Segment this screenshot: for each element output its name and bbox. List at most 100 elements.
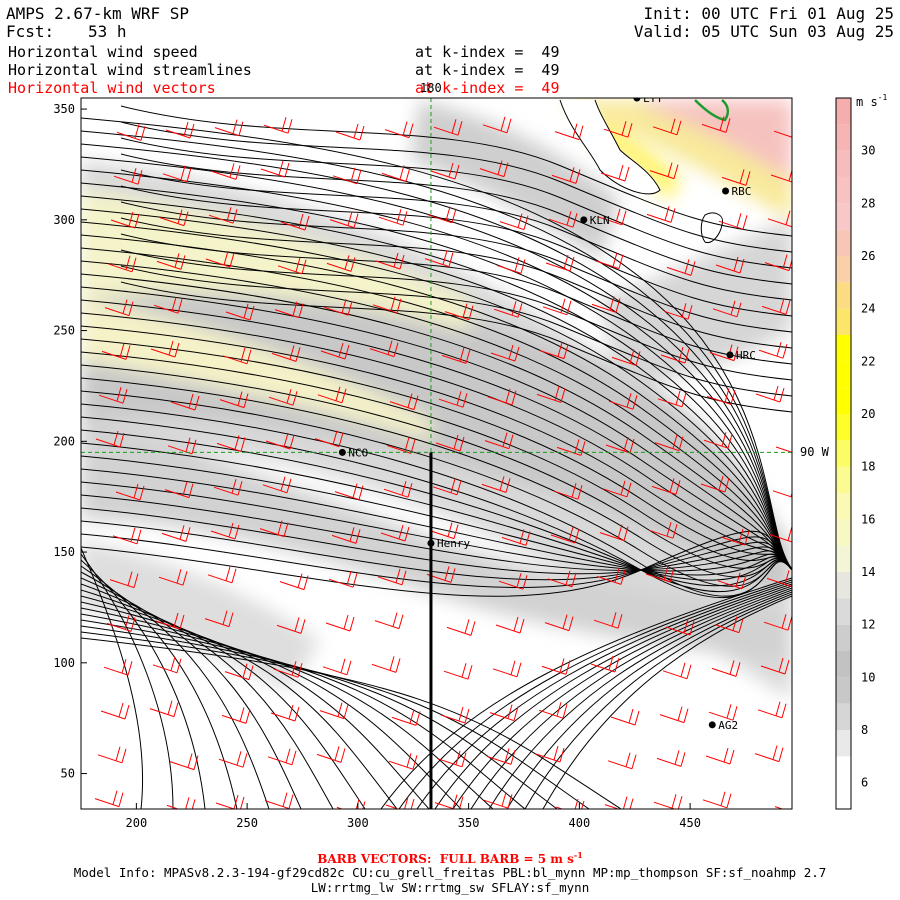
wind-barb: [211, 163, 241, 180]
colorbar-bin: [836, 98, 851, 125]
streamline: [120, 217, 792, 349]
wind-barb: [433, 119, 463, 136]
colorbar-tick-label: 26: [861, 249, 875, 263]
wind-barb: [495, 616, 525, 634]
wind-barb: [542, 298, 572, 316]
colorbar-bin: [836, 203, 851, 230]
streamline: [120, 233, 792, 365]
wind-barb: [763, 614, 792, 631]
streamline: [81, 247, 792, 571]
colorbar-bin: [836, 256, 851, 283]
streamline: [81, 530, 792, 597]
wind-barb: [388, 753, 418, 770]
wind-barb: [597, 208, 627, 226]
wind-barb: [369, 340, 399, 358]
colorbar-tick-label: 20: [861, 407, 875, 421]
wind-barb: [757, 701, 787, 719]
wind-barb: [501, 529, 531, 546]
wind-barb: [608, 393, 638, 410]
wind-barb: [372, 296, 402, 314]
wind-barb: [166, 797, 196, 809]
wind-barb: [548, 211, 578, 228]
colorbar-bin: [836, 177, 851, 204]
wind-barb: [98, 387, 128, 404]
streamline: [120, 105, 792, 237]
wind-barb: [316, 746, 346, 763]
wind-barb: [599, 524, 629, 542]
wind-barb: [434, 794, 464, 809]
wind-barb: [427, 206, 457, 224]
y-tick-label: 100: [53, 656, 75, 670]
wind-barb: [648, 522, 678, 539]
streamline: [81, 577, 302, 809]
wind-barb: [165, 121, 195, 139]
streamline: [81, 143, 792, 571]
y-tick-label: 200: [53, 434, 75, 448]
streamline: [81, 325, 792, 571]
streamline: [81, 234, 792, 571]
wind-barb: [115, 483, 145, 501]
wind-barb: [95, 430, 125, 448]
wind-barb: [487, 388, 517, 406]
wind-barb: [320, 342, 350, 360]
colorbar-bin: [836, 440, 851, 467]
colorbar-tick-label: 12: [861, 618, 875, 632]
wind-barb: [222, 347, 252, 365]
island-outline: [700, 212, 724, 244]
wind-barb: [706, 388, 736, 405]
wind-barb: [705, 747, 735, 765]
wind-barb: [317, 386, 347, 404]
wind-barb: [109, 571, 139, 589]
wind-barb: [714, 616, 744, 634]
streamline: [81, 520, 792, 581]
streamline: [416, 581, 792, 809]
speed-colorbar: 6 8 10 12 14 16 18 20 22 24 26 28 30: [835, 97, 875, 810]
wind-barb: [594, 252, 624, 270]
wind-barb: [444, 303, 474, 321]
streamline: [81, 299, 792, 571]
colorbar-bin: [836, 572, 851, 599]
wind-barb: [383, 481, 413, 498]
wind-barb: [481, 476, 511, 493]
colorbar-tick-label: 28: [861, 196, 875, 210]
wind-barb: [539, 342, 569, 360]
streamline: [81, 273, 792, 571]
wind-barb: [259, 520, 289, 538]
wind-barb: [446, 619, 476, 636]
wind-barb: [156, 253, 186, 270]
wind-barb: [214, 119, 244, 137]
wind-barb: [435, 434, 465, 452]
colorbar-bin: [836, 361, 851, 388]
wind-barb: [662, 662, 692, 680]
wind-barb: [380, 524, 410, 542]
wind-barb: [535, 745, 565, 763]
wind-barb: [443, 663, 473, 680]
colorbar-frame: [835, 97, 852, 810]
streamline: [81, 533, 792, 588]
colorbar-tick-label: 14: [861, 565, 875, 579]
plot-frame: [80, 97, 793, 810]
colorbar-bin: [836, 466, 851, 493]
wind-barb: [381, 165, 411, 182]
wind-barb: [440, 706, 470, 724]
wind-barb: [441, 347, 471, 364]
colorbar-tick-label: 6: [861, 776, 868, 790]
field-name-streamlines: Horizontal wind streamlines: [8, 61, 252, 79]
streamline: [120, 185, 792, 317]
wind-barb: [328, 571, 358, 588]
wind-barb: [665, 618, 695, 636]
field-level-vectors: at k-index = 49: [415, 79, 560, 97]
wind-barb: [721, 169, 751, 186]
wind-barb: [593, 612, 623, 629]
streamline: [81, 553, 174, 809]
x-tick-label: 400: [569, 816, 591, 830]
wind-barb: [271, 345, 301, 362]
wind-barb: [715, 256, 745, 274]
field-name-vectors: Horizontal wind vectors: [8, 79, 216, 97]
station-marker: [580, 216, 588, 224]
streamline: [434, 583, 792, 809]
valid-time: Valid: 05 UTC Sun 03 Aug 25: [633, 22, 894, 41]
wind-barb: [489, 704, 519, 722]
wind-barb: [280, 213, 310, 231]
streamline: [81, 494, 792, 571]
